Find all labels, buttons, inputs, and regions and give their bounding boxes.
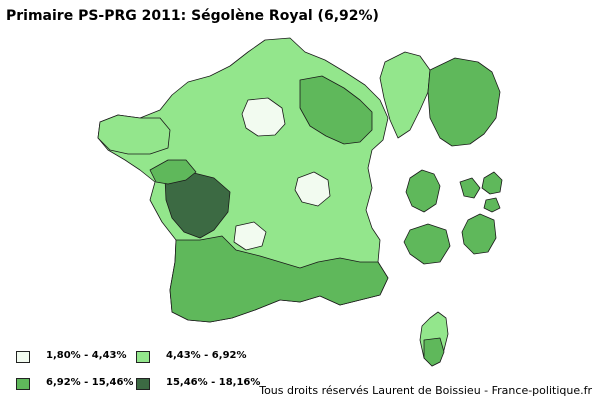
bretagne-region[interactable]: [97, 114, 171, 155]
overseas-territory-2[interactable]: [459, 177, 481, 199]
limousin-region[interactable]: [233, 221, 267, 251]
metropolitan-france: [97, 37, 389, 323]
legend-label: 15,46% - 18,16%: [166, 377, 261, 388]
pays-de-la-loire-region[interactable]: [149, 159, 197, 185]
nord-est-region[interactable]: [299, 75, 373, 145]
copyright-credit: Tous droits réservés Laurent de Boissieu…: [259, 384, 592, 397]
overseas-territory-1[interactable]: [405, 169, 441, 213]
legend-swatch: [136, 378, 150, 390]
overseas-territory-4[interactable]: [483, 197, 501, 213]
overseas-territory-5[interactable]: [403, 223, 451, 265]
sud-ouest-region[interactable]: [169, 235, 389, 323]
legend-label: 1,80% - 4,43%: [46, 350, 127, 361]
poitou-charentes-region[interactable]: [164, 171, 231, 239]
inset-ile-de-france: [379, 51, 501, 147]
legend-swatch: [136, 351, 150, 363]
inset-paris-east[interactable]: [427, 57, 501, 147]
overseas-territory-6[interactable]: [461, 213, 497, 255]
legend-label: 4,43% - 6,92%: [166, 350, 247, 361]
overseas-territories: [403, 169, 503, 367]
legend-swatch: [16, 378, 30, 390]
inset-paris-west[interactable]: [379, 51, 431, 139]
centre-est-region[interactable]: [294, 171, 331, 207]
map-title: Primaire PS-PRG 2011: Ségolène Royal (6,…: [6, 8, 379, 24]
legend-swatch: [16, 351, 30, 363]
legend-label: 6,92% - 15,46%: [46, 377, 134, 388]
corsica-south[interactable]: [423, 337, 445, 367]
ile-de-france-region[interactable]: [241, 97, 286, 137]
overseas-territory-3[interactable]: [481, 171, 503, 195]
